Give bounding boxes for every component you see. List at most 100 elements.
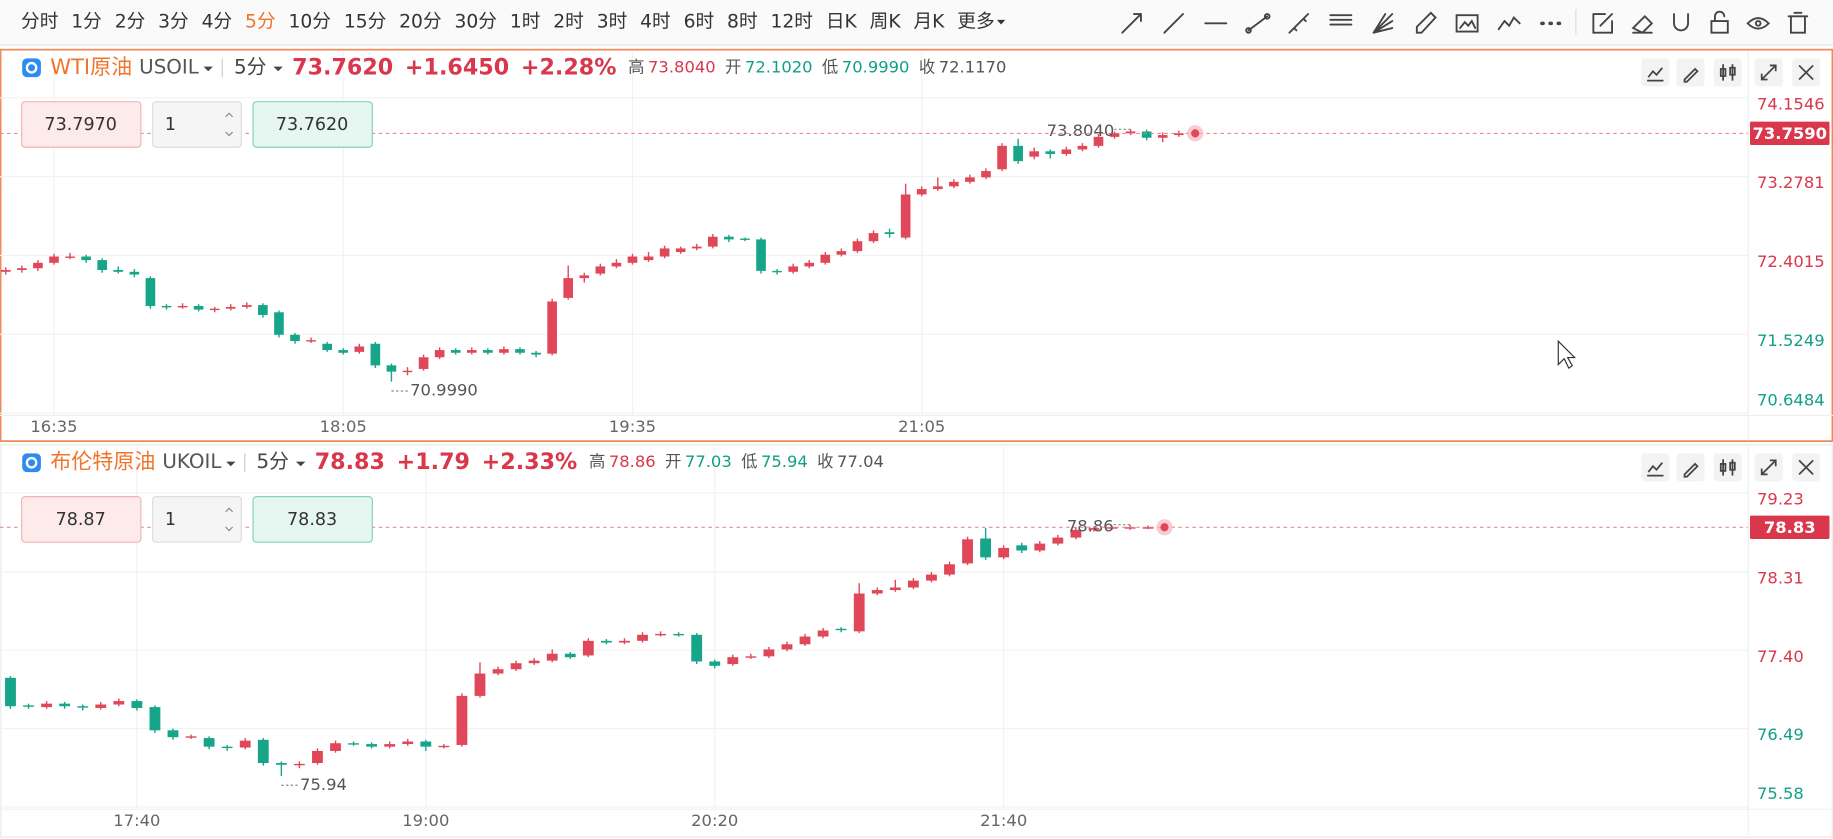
period-button[interactable]: 4时: [640, 12, 671, 33]
x-tick-label: 20:20: [691, 811, 738, 830]
period-button[interactable]: 30分: [455, 12, 497, 33]
candle-body: [312, 750, 323, 764]
candle-body: [420, 741, 432, 747]
quantity-value[interactable]: 1: [165, 115, 176, 135]
instrument-name[interactable]: WTI原油: [50, 54, 132, 79]
drawing-tool[interactable]: [1746, 17, 1771, 30]
candle-body: [466, 350, 477, 353]
buy-button[interactable]: [252, 496, 373, 543]
panel-tool-icon[interactable]: [1719, 64, 1736, 81]
quantity-value[interactable]: 1: [165, 510, 176, 530]
candle-body: [820, 254, 831, 263]
period-button[interactable]: 12时: [771, 12, 813, 33]
drawing-tool[interactable]: [1455, 14, 1479, 33]
mouse-cursor: [1557, 339, 1577, 369]
drawing-tool[interactable]: [1372, 13, 1394, 34]
instrument-name[interactable]: 布伦特原油: [50, 449, 155, 474]
period-button[interactable]: 2时: [553, 12, 584, 33]
drawing-tool[interactable]: [1329, 14, 1353, 26]
candle-body: [492, 669, 504, 674]
quantity-spinner[interactable]: [225, 507, 234, 532]
buy-price[interactable]: 73.7620: [276, 115, 348, 135]
instrument-symbol[interactable]: UKOIL: [162, 450, 221, 473]
drawing-tool[interactable]: [1631, 15, 1654, 34]
candle-body: [77, 706, 89, 708]
candle-body: [962, 539, 973, 564]
price-pulse: [1191, 129, 1200, 138]
drawing-tool[interactable]: [1710, 10, 1729, 34]
candle-body: [456, 695, 468, 745]
panel-tool-icon[interactable]: [1798, 459, 1814, 476]
period-button[interactable]: 8时: [727, 12, 758, 33]
panel-tool-icon[interactable]: [1647, 462, 1664, 477]
period-button[interactable]: 3时: [597, 12, 628, 33]
sell-price[interactable]: 78.87: [56, 510, 106, 530]
panel-tool-icon[interactable]: [1683, 67, 1699, 83]
sell-price[interactable]: 73.7970: [44, 115, 116, 135]
dropdown-caret[interactable]: [203, 66, 213, 72]
buy-button[interactable]: [252, 101, 373, 148]
period-button[interactable]: 10分: [289, 12, 331, 33]
drawing-tool[interactable]: [1673, 13, 1689, 32]
candle-body: [763, 649, 775, 657]
period-button[interactable]: 周K: [870, 12, 902, 33]
period-button[interactable]: 6时: [684, 12, 715, 33]
period-select[interactable]: 5分: [234, 55, 267, 78]
dropdown-caret[interactable]: [296, 461, 306, 467]
period-select[interactable]: 5分: [257, 450, 290, 473]
quantity-input[interactable]: [151, 496, 242, 543]
more-button[interactable]: 更多: [957, 12, 994, 33]
drawing-tool[interactable]: [1787, 11, 1809, 34]
panel-tool-icon[interactable]: [1760, 459, 1777, 476]
quantity-input[interactable]: [151, 101, 242, 148]
candle-body: [1077, 145, 1088, 150]
candle-body: [1052, 537, 1064, 544]
sell-button[interactable]: [21, 101, 142, 148]
period-button[interactable]: 月K: [913, 12, 945, 33]
candle-body: [1016, 545, 1028, 551]
panel-tool-button[interactable]: [1713, 453, 1742, 482]
panel-tool-icon[interactable]: [1683, 462, 1699, 478]
period-button[interactable]: 20分: [399, 12, 441, 33]
instrument-symbol[interactable]: USOIL: [139, 55, 199, 78]
period-button[interactable]: 1时: [510, 12, 541, 33]
candle-body: [33, 262, 43, 269]
drawing-tool[interactable]: [1163, 13, 1184, 34]
sell-button[interactable]: [21, 496, 142, 543]
drawing-tool[interactable]: [1288, 13, 1310, 34]
stat-label: 低: [741, 452, 757, 471]
period-button[interactable]: 5分: [245, 12, 276, 33]
candle-body: [546, 653, 558, 661]
dropdown-caret[interactable]: [226, 461, 236, 467]
drawing-tool[interactable]: [1415, 11, 1437, 34]
drawing-tool[interactable]: [1497, 16, 1521, 31]
period-button[interactable]: 3分: [158, 12, 189, 33]
x-tick-label: 19:35: [609, 417, 656, 436]
panel-tool-button[interactable]: [1713, 58, 1742, 87]
candle-body: [1070, 529, 1082, 538]
drawing-tool[interactable]: [1121, 13, 1142, 34]
dropdown-caret[interactable]: [273, 66, 283, 72]
candle-body: [1124, 527, 1136, 529]
candle-body: [129, 271, 140, 275]
candle-body: [65, 256, 75, 258]
period-button[interactable]: 4分: [202, 12, 233, 33]
panel-tool-icon[interactable]: [1719, 459, 1736, 476]
quantity-spinner[interactable]: [225, 112, 234, 137]
panel-tool-icon[interactable]: [1760, 64, 1777, 81]
period-button[interactable]: 分时: [21, 12, 58, 33]
period-button[interactable]: 日K: [826, 12, 858, 33]
period-button[interactable]: 15分: [344, 12, 386, 33]
candle-body: [5, 677, 16, 707]
candle-body: [402, 741, 414, 745]
panel-tool-icon[interactable]: [1798, 64, 1814, 81]
period-button[interactable]: 2分: [115, 12, 146, 33]
candle-body: [17, 268, 27, 271]
candle-body: [23, 705, 34, 707]
drawing-tool[interactable]: [1245, 13, 1271, 34]
panel-tool-icon[interactable]: [1647, 67, 1664, 82]
drawing-tool[interactable]: [1592, 13, 1613, 34]
buy-price[interactable]: 78.83: [287, 510, 337, 530]
period-button[interactable]: 1分: [71, 12, 102, 33]
candle-body: [402, 370, 413, 373]
